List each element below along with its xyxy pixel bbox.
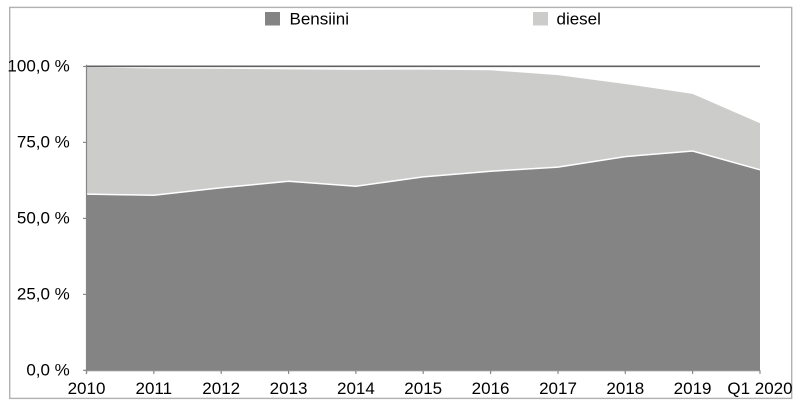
svg-text:2019: 2019 [674,379,712,398]
svg-text:2012: 2012 [202,379,240,398]
svg-text:2015: 2015 [404,379,442,398]
svg-text:2018: 2018 [606,379,644,398]
svg-text:2010: 2010 [68,379,106,398]
svg-text:2016: 2016 [472,379,510,398]
svg-text:Bensiini: Bensiini [290,10,350,29]
svg-text:75,0 %: 75,0 % [17,133,70,152]
svg-text:50,0 %: 50,0 % [17,209,70,228]
svg-text:diesel: diesel [557,10,601,29]
svg-text:25,0 %: 25,0 % [17,285,70,304]
svg-text:2014: 2014 [337,379,375,398]
svg-text:2011: 2011 [136,379,173,398]
svg-text:2013: 2013 [270,379,308,398]
svg-text:2017: 2017 [539,379,577,398]
svg-text:0,0 %: 0,0 % [26,360,69,379]
svg-text:Q1 2020: Q1 2020 [727,379,792,398]
svg-text:100,0 %: 100,0 % [7,57,69,76]
